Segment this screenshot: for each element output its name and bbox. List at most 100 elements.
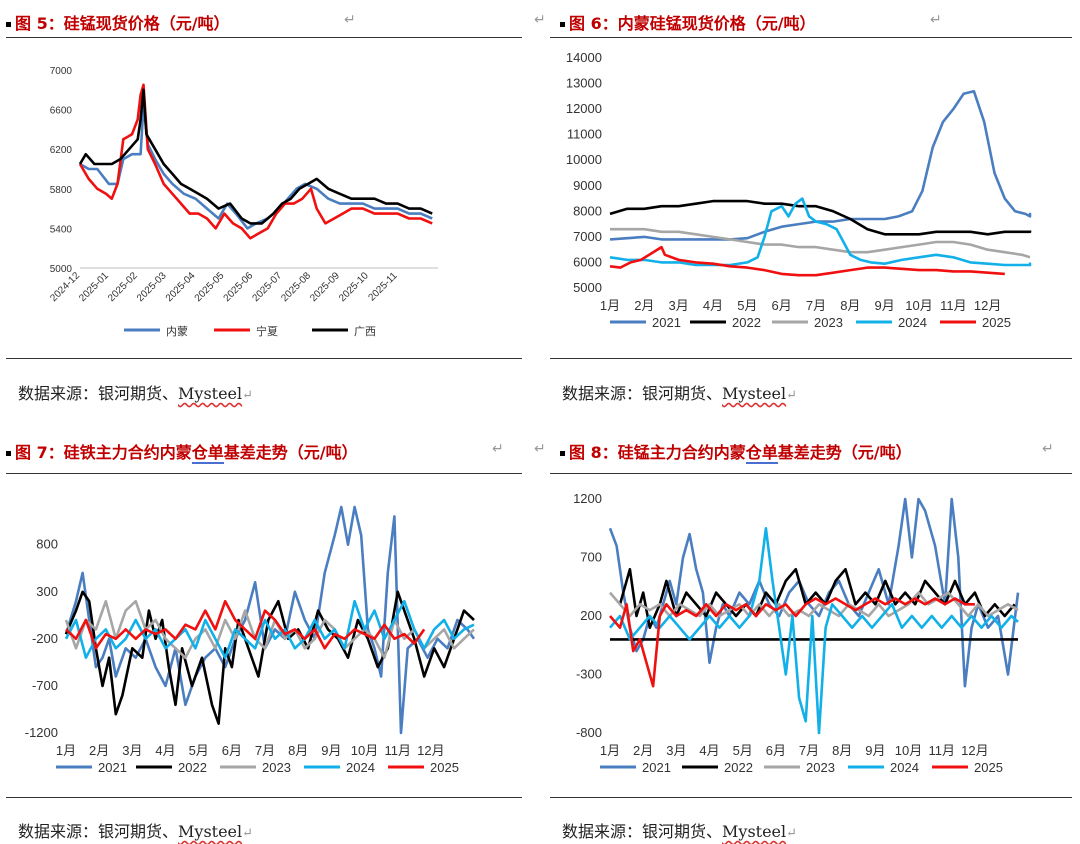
x-tick-label: 2025-01 <box>77 270 111 304</box>
series-line-2024 <box>64 599 475 659</box>
y-tick-label: -200 <box>32 631 58 646</box>
x-tick-label: 12月 <box>417 743 444 758</box>
x-tick-label: 12月 <box>974 298 1001 313</box>
y-tick-label: 200 <box>580 608 602 623</box>
y-tick-label: 6000 <box>573 254 602 269</box>
y-tick-label: 700 <box>580 550 602 565</box>
x-tick-label: 10月 <box>351 743 378 758</box>
y-tick-label: 5800 <box>50 185 73 196</box>
panel-fig6: ↵ 图 6：内蒙硅锰现货价格（元/吨） ↵ 5000 6000 7000 8000 90… <box>530 0 1080 420</box>
x-tick-label: 6月 <box>766 743 786 758</box>
legend-label: 2024 <box>898 315 927 330</box>
series-line-2025 <box>609 245 1005 277</box>
divider <box>6 473 522 474</box>
legend-label: 内蒙 <box>166 324 188 338</box>
return-mark: ↵ <box>344 12 356 28</box>
legend-label: 宁夏 <box>256 324 278 338</box>
series-line-内蒙 <box>79 103 433 230</box>
series-line-2025 <box>65 599 426 650</box>
x-tick-label: 2月 <box>89 743 109 758</box>
series-line-2025 <box>609 597 975 688</box>
y-tick-label: 1200 <box>573 491 602 506</box>
legend-label: 2022 <box>732 315 761 330</box>
y-tick-label: -800 <box>576 725 602 740</box>
y-tick-label: 300 <box>36 584 58 599</box>
y-tick-label: 9000 <box>573 178 602 193</box>
x-tick-label: 5月 <box>189 743 209 758</box>
y-tick-label: 5000 <box>50 264 73 275</box>
fig7-title: 图 7：硅铁主力合约内蒙仓单基差走势（元/吨） <box>6 439 358 464</box>
source-brand: Mysteel <box>722 822 787 841</box>
x-tick-label: 2025-07 <box>250 270 284 304</box>
y-tick-label: 7000 <box>573 229 602 244</box>
panel-fig8: ↵ 图 8：硅锰主力合约内蒙仓单基差走势（元/吨） ↵ -800 -300 200 7… <box>530 425 1080 844</box>
x-tick-label: 3月 <box>666 743 686 758</box>
x-tick-label: 4月 <box>155 743 175 758</box>
x-tick-label: 2025-04 <box>164 270 198 304</box>
legend-label: 2023 <box>814 315 843 330</box>
x-tick-label: 8月 <box>832 743 852 758</box>
x-tick-label: 10月 <box>895 743 922 758</box>
legend-label: 广西 <box>354 325 376 338</box>
fig8-source: 数据来源：银河期货、Mysteel↵ <box>562 822 798 841</box>
return-mark: ↵ <box>1042 441 1054 457</box>
series-line-2023 <box>609 591 1019 618</box>
legend-label: 2022 <box>178 760 207 775</box>
legend-label: 2021 <box>98 760 127 775</box>
divider <box>550 473 1072 474</box>
fig7-chart: -1200 -700 -200 300 800 1月 2月 3月 4月 5月 6月 7月 8月 9月 10月… <box>25 505 476 775</box>
source-brand: Mysteel <box>722 384 787 403</box>
x-tick-label: 2025-09 <box>308 270 342 304</box>
divider <box>6 358 522 359</box>
fig5-source: 数据来源：银河期货、Mysteel↵ <box>18 384 254 403</box>
divider <box>550 797 1072 798</box>
x-tick-label: 8月 <box>840 298 860 313</box>
x-tick-label: 2025-10 <box>337 270 371 304</box>
y-tick-label: 10000 <box>566 152 602 167</box>
x-tick-label: 1月 <box>600 743 620 758</box>
return-mark: ↵ <box>930 12 942 28</box>
x-tick-label: 2月 <box>634 298 654 313</box>
bullet-icon <box>560 22 565 27</box>
y-tick-label: 12000 <box>566 101 602 116</box>
x-tick-label: 2月 <box>633 743 653 758</box>
fig6-source: 数据来源：银河期货、Mysteel↵ <box>562 384 798 403</box>
fig8-title: 图 8：硅锰主力合约内蒙仓单基差走势（元/吨） <box>560 439 912 464</box>
x-tick-label: 7月 <box>255 743 275 758</box>
legend-label: 2023 <box>262 760 291 775</box>
x-tick-label: 6月 <box>222 743 242 758</box>
y-tick-label: 800 <box>36 537 58 552</box>
legend-label: 2024 <box>346 760 375 775</box>
x-tick-label: 4月 <box>699 743 719 758</box>
series-line-广西 <box>78 88 433 225</box>
y-tick-label: 8000 <box>573 203 602 218</box>
x-tick-label: 12月 <box>961 743 988 758</box>
y-tick-label: -700 <box>32 678 58 693</box>
x-tick-label: 3月 <box>122 743 142 758</box>
fig5-chart: 5000540058006200660070002024-122025-0120… <box>48 66 438 338</box>
series-line-2024 <box>609 526 1019 735</box>
x-tick-label: 11月 <box>928 743 955 758</box>
fig8-chart: -800 -300 200 700 1200 1月 2月 3月 4月 5月 6月 7月 8月 9月 10月 1… <box>573 491 1020 775</box>
x-tick-label: 5月 <box>733 743 753 758</box>
divider <box>550 37 1072 38</box>
source-brand: Mysteel <box>178 384 243 403</box>
x-tick-label: 2025-03 <box>135 270 169 304</box>
legend-label: 2024 <box>890 760 919 775</box>
x-tick-label: 10月 <box>905 298 932 313</box>
legend-label: 2023 <box>806 760 835 775</box>
divider <box>550 358 1072 359</box>
x-tick-label: 2025-02 <box>106 270 140 304</box>
return-mark: ↵ <box>534 441 546 457</box>
x-tick-label: 9月 <box>865 743 885 758</box>
series-line-2023 <box>610 227 1031 259</box>
y-tick-label: 6600 <box>50 106 73 117</box>
series-line-2022 <box>609 199 1032 236</box>
bullet-icon <box>6 451 11 456</box>
y-tick-label: 5000 <box>573 280 602 295</box>
fig7-source: 数据来源：银河期货、Mysteel↵ <box>18 822 254 841</box>
x-tick-label: 7月 <box>806 298 826 313</box>
panel-fig7: 图 7：硅铁主力合约内蒙仓单基差走势（元/吨） ↵ -1200 -700 -200 3… <box>0 425 530 844</box>
source-brand: Mysteel <box>178 822 243 841</box>
panel-fig5: 图 5：硅锰现货价格（元/吨） ↵ 5000 5400 5800 6200 6600 70… <box>0 0 530 420</box>
